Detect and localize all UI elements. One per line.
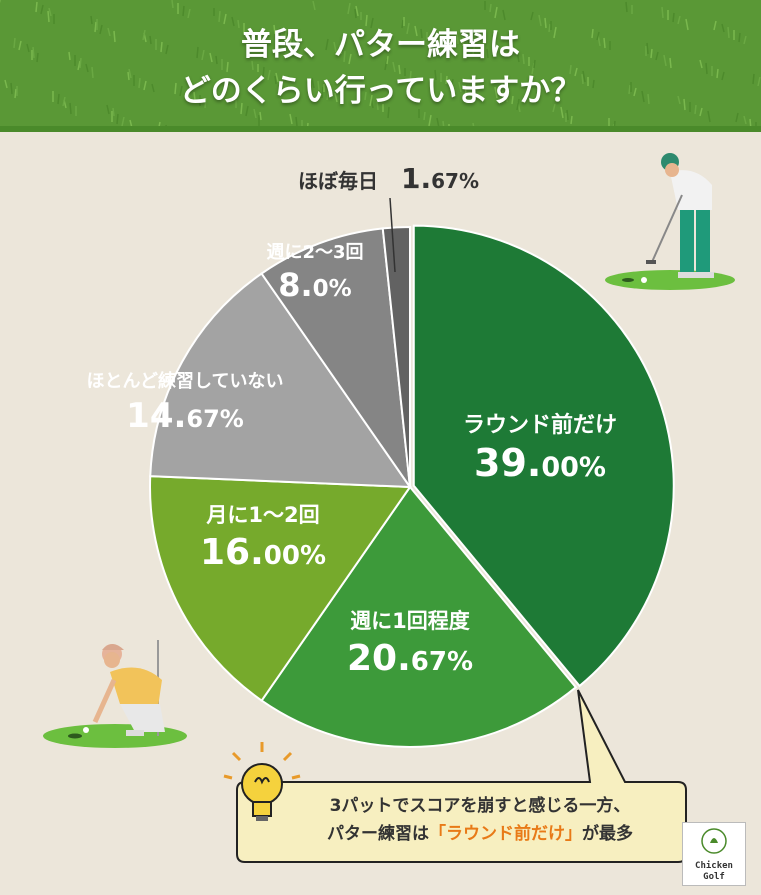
slice-value-label: 20.67% bbox=[347, 638, 473, 679]
title-line-1: 普段、パター練習は bbox=[241, 27, 520, 63]
slice-label: 週に1回程度 bbox=[350, 609, 470, 633]
slice-label: 週に2〜3回 bbox=[266, 242, 363, 263]
lightbulb-icon bbox=[223, 742, 301, 821]
logo-line-2: Golf bbox=[703, 872, 725, 882]
slice-value-label: 8.0% bbox=[278, 266, 351, 304]
grass-texture bbox=[0, 0, 761, 132]
pie-slice bbox=[260, 485, 578, 748]
callout-line-1: 3パットでスコアを崩すと感じる一方、 bbox=[329, 796, 631, 816]
slice-value-label: 1.67% bbox=[401, 162, 479, 195]
pie-slice bbox=[260, 227, 411, 488]
slice-label: 月に1〜2回 bbox=[205, 503, 319, 527]
grass-header: 普段、パター練習は どのくらい行っていますか？ bbox=[0, 0, 761, 132]
callout-text: 3パットでスコアを崩すと感じる一方、 パター練習は「ラウンド前だけ」が最多 bbox=[270, 792, 690, 848]
golfer-putting-illustration bbox=[605, 153, 735, 290]
chicken-icon bbox=[701, 828, 727, 854]
title-line-2: どのくらい行っていますか？ bbox=[179, 73, 582, 109]
callout-line-2-prefix: パター練習は bbox=[327, 824, 429, 844]
callout-line-2-suffix: が最多 bbox=[582, 824, 633, 844]
logo-line-1: Chicken bbox=[695, 861, 733, 871]
golfer-crouching-illustration bbox=[43, 640, 187, 748]
slice-label: ラウンド前だけ bbox=[463, 412, 617, 438]
pie-slice bbox=[381, 225, 411, 488]
slice-label: ほとんど練習していない bbox=[87, 370, 284, 392]
slice-value-label: 14.67% bbox=[126, 396, 244, 436]
callout-highlight: 「ラウンド前だけ」 bbox=[429, 824, 582, 844]
brand-logo: Chicken Golf bbox=[682, 822, 746, 886]
callout-line-2: パター練習は「ラウンド前だけ」が最多 bbox=[270, 820, 690, 848]
pie-slice bbox=[149, 272, 412, 489]
slice-label: ほぼ毎日 bbox=[298, 169, 378, 193]
page-title: 普段、パター練習は どのくらい行っていますか？ bbox=[0, 22, 761, 114]
slice-value-label: 16.00% bbox=[200, 532, 326, 573]
leader-line bbox=[389, 197, 396, 273]
pie-slice bbox=[149, 475, 412, 702]
pie-slice bbox=[412, 224, 675, 688]
slice-value-label: 39.00% bbox=[474, 441, 606, 485]
